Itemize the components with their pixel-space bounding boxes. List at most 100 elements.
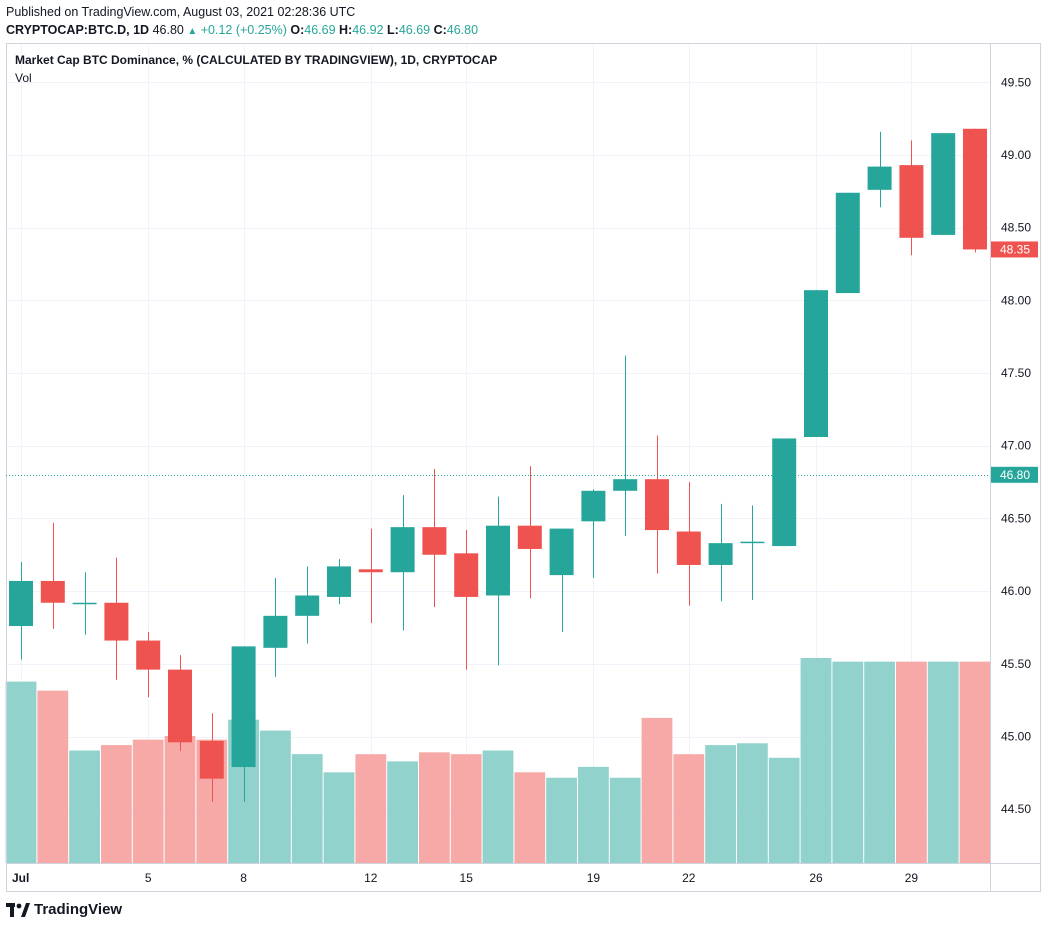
candle-body xyxy=(295,595,320,616)
y-tick-label: 45.50 xyxy=(1001,657,1031,671)
volume-bar xyxy=(832,661,864,863)
volume-bar xyxy=(291,754,323,863)
candle-body xyxy=(9,580,33,627)
volume-bar xyxy=(896,661,927,863)
x-tick-label: 15 xyxy=(460,871,474,885)
y-tick-label: 48.00 xyxy=(1001,293,1031,307)
candle-body xyxy=(963,128,987,250)
volume-bar xyxy=(641,717,673,863)
x-tick-label: 5 xyxy=(145,871,152,885)
open-value: 46.69 xyxy=(304,23,336,37)
candle-body xyxy=(231,646,256,768)
open-label: O: xyxy=(290,23,305,37)
x-tick-label: Jul xyxy=(12,871,29,885)
candle-body xyxy=(740,541,765,544)
volume-bar xyxy=(609,777,641,863)
volume-bar xyxy=(132,739,164,863)
x-tick-label: 26 xyxy=(809,871,823,885)
chart-title: Market Cap BTC Dominance, % (CALCULATED … xyxy=(15,53,498,67)
candle-body xyxy=(104,602,129,641)
candle-body xyxy=(136,640,161,670)
volume-bar xyxy=(260,730,291,863)
low-label: L: xyxy=(387,23,399,37)
volume-bar xyxy=(482,750,514,863)
candle-body xyxy=(613,479,638,491)
low-value: 46.69 xyxy=(398,23,431,37)
candle-body xyxy=(899,165,924,238)
candle-body xyxy=(168,669,192,743)
volume-bars xyxy=(5,658,991,863)
volume-bar xyxy=(546,777,577,863)
ohlc-legend: CRYPTOCAP:BTC.D, 1D 46.80 ▲ +0.12 (+0.25… xyxy=(6,23,478,37)
candle-body xyxy=(708,543,733,565)
y-tick-label: 46.00 xyxy=(1001,584,1031,598)
candle-body xyxy=(486,525,510,596)
volume-bar xyxy=(387,761,418,863)
price-badges: 48.35 46.80 xyxy=(991,241,1038,483)
volume-bar xyxy=(705,745,736,863)
candle-body xyxy=(549,528,574,576)
volume-bar xyxy=(37,690,69,863)
x-tick-label: 29 xyxy=(905,871,919,885)
candle-body xyxy=(72,602,97,605)
candle-body xyxy=(772,438,797,547)
tradingview-logo[interactable]: TradingView xyxy=(6,901,122,918)
volume-bar xyxy=(927,661,959,863)
close-label: C: xyxy=(433,23,447,37)
candle-body xyxy=(867,166,892,190)
volume-bar xyxy=(768,757,800,863)
y-tick-label: 49.50 xyxy=(1001,75,1031,89)
volume-bar xyxy=(419,752,450,863)
volume-bar xyxy=(5,681,37,863)
volume-bar xyxy=(864,661,895,863)
logo-text: TradingView xyxy=(34,901,123,918)
symbol-label: CRYPTOCAP:BTC.D, 1D xyxy=(6,23,150,37)
y-tick-label: 44.50 xyxy=(1001,802,1031,816)
current-price-badge: 46.80 xyxy=(1000,468,1030,482)
candle-body xyxy=(327,566,351,597)
high-value: 46.92 xyxy=(352,23,384,37)
y-tick-label: 47.00 xyxy=(1001,439,1031,453)
candle-body xyxy=(645,479,669,531)
candle-body xyxy=(454,553,479,597)
volume-bar xyxy=(164,736,196,863)
y-tick-label: 49.00 xyxy=(1001,148,1031,162)
chart-border xyxy=(6,43,1041,892)
price-axis: 44.50 45.00 45.50 46.00 46.50 47.00 47.50 48.00… xyxy=(1001,75,1031,816)
candle-body xyxy=(422,527,447,555)
candle-body xyxy=(581,490,606,522)
volume-bar xyxy=(514,772,546,863)
candle-body xyxy=(358,569,383,573)
volume-bar xyxy=(323,772,355,863)
change-value: +0.12 (+0.25%) xyxy=(200,23,287,37)
volume-bar xyxy=(101,745,132,863)
volume-label: Vol xyxy=(15,71,32,85)
volume-bar xyxy=(450,754,482,863)
x-tick-label: 12 xyxy=(364,871,378,885)
volume-bar xyxy=(959,661,991,863)
candle-body xyxy=(804,290,828,438)
up-arrow-icon: ▲ xyxy=(187,26,198,37)
last-close-badge-bg xyxy=(991,241,1038,258)
candle-body xyxy=(517,525,542,549)
candle-body xyxy=(931,133,956,235)
volume-bar xyxy=(737,743,768,863)
candle-body xyxy=(199,740,224,779)
tradingview-logo-icon xyxy=(6,902,30,917)
volume-bar xyxy=(355,754,387,863)
candle-body xyxy=(390,527,415,573)
candles xyxy=(9,128,987,802)
last-price: 46.80 xyxy=(152,23,184,37)
volume-bar xyxy=(69,750,100,863)
candle-body xyxy=(676,531,701,565)
last-close-badge: 48.35 xyxy=(1000,242,1030,256)
published-info: Published on TradingView.com, August 03,… xyxy=(6,5,356,19)
candle-body xyxy=(263,615,288,648)
y-tick-label: 47.50 xyxy=(1001,366,1031,380)
x-tick-label: 19 xyxy=(587,871,601,885)
volume-bar xyxy=(673,754,705,863)
x-tick-label: 8 xyxy=(240,871,247,885)
candle-body xyxy=(40,580,65,603)
current-price-badge-bg xyxy=(991,466,1038,483)
